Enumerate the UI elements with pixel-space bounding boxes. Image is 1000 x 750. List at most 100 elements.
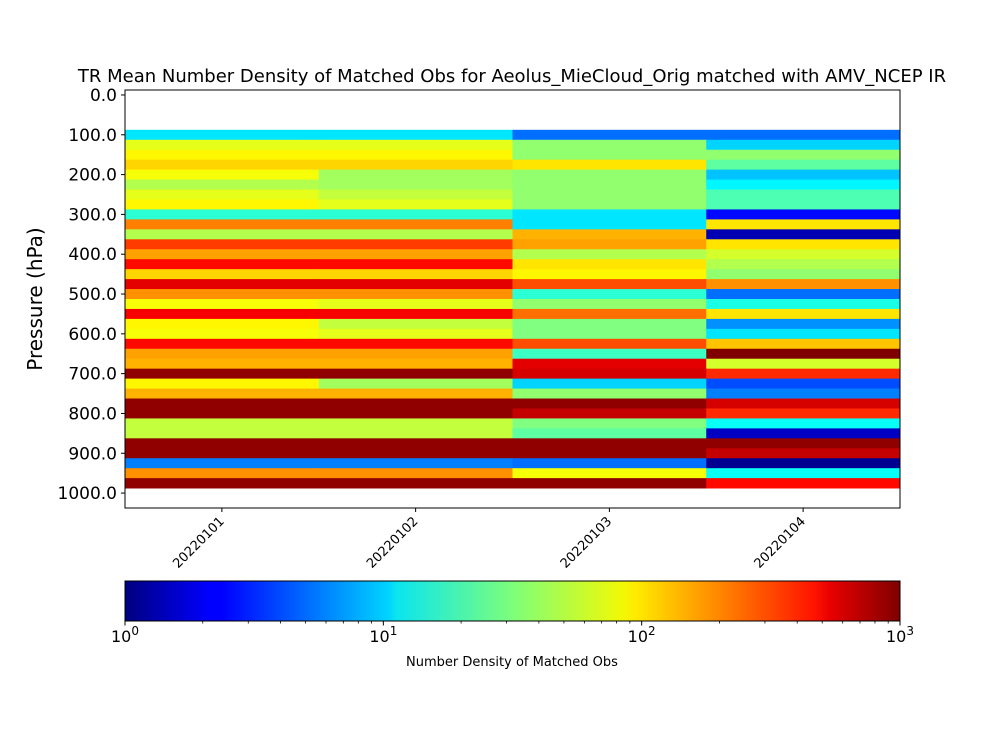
heatmap-cell [706, 428, 901, 439]
heatmap-cell [512, 418, 707, 429]
heatmap-cell [125, 249, 320, 260]
heatmap-cell [706, 478, 901, 489]
heatmap-cell [512, 229, 707, 240]
heatmap-cell [318, 209, 513, 220]
y-tick-label: 800.0 [68, 404, 117, 424]
heatmap-cell [512, 159, 707, 171]
y-tick-label: 600.0 [68, 325, 117, 345]
heatmap-cell [318, 318, 513, 330]
heatmap-cell [706, 229, 901, 240]
heatmap-cell [512, 209, 707, 220]
heatmap-cell [512, 129, 707, 141]
heatmap-cell [125, 239, 320, 250]
heatmap-cell [706, 408, 901, 419]
heatmap-cell [125, 418, 320, 429]
heatmap-cell [318, 348, 513, 360]
heatmap-cell [706, 308, 901, 320]
heatmap-cell [706, 458, 901, 469]
heatmap-cell [125, 139, 320, 151]
heatmap-cell [706, 448, 901, 459]
heatmap-cell [318, 139, 513, 151]
y-tick-label: 100.0 [68, 126, 117, 146]
heatmap-cell [125, 189, 320, 200]
heatmap-cell [125, 318, 320, 330]
heatmap-cell [706, 388, 901, 399]
heatmap-cell [318, 249, 513, 260]
heatmap-cell [318, 478, 513, 489]
heatmap-cell [512, 388, 707, 399]
y-axis-label: Pressure (hPa) [23, 227, 47, 370]
heatmap-cell [125, 368, 320, 380]
x-tick-label: 20220102 [364, 514, 421, 571]
heatmap-cell [318, 438, 513, 449]
heatmap-cell [512, 189, 707, 200]
heatmap-cell [512, 448, 707, 459]
heatmap-cell [706, 179, 901, 190]
heatmap-cell [706, 209, 901, 220]
heatmap-cell [706, 318, 901, 330]
heatmap-cell [706, 368, 901, 380]
heatmap-cell [706, 139, 901, 151]
colorbar-tick-label: 103 [886, 624, 914, 646]
heatmap-cell [512, 249, 707, 260]
heatmap-cell [125, 259, 320, 270]
heatmap-cell [318, 199, 513, 210]
y-tick-label: 700.0 [68, 365, 117, 385]
heatmap-cell [318, 368, 513, 380]
heatmap-cell [512, 338, 707, 350]
heatmap-cell [512, 239, 707, 250]
heatmap-cell [706, 169, 901, 180]
heatmap-cell [706, 269, 901, 280]
heatmap-cell [706, 219, 901, 230]
heatmap-cell [125, 199, 320, 210]
heatmap-cell [512, 458, 707, 469]
heatmap-cell [125, 179, 320, 190]
heatmap-cell [512, 219, 707, 230]
heatmap-cell [512, 358, 707, 370]
heatmap-cell [125, 468, 320, 479]
heatmap-cell [125, 408, 320, 419]
x-tick-label: 20220101 [170, 514, 227, 571]
heatmap-cell [318, 308, 513, 320]
heatmap-cell [512, 149, 707, 161]
heatmap-cell [318, 179, 513, 190]
y-tick-label: 400.0 [68, 245, 117, 265]
heatmap-cell [125, 328, 320, 340]
heatmap-cell [318, 269, 513, 280]
heatmap-cell [512, 259, 707, 270]
heatmap-cell [512, 438, 707, 449]
heatmap-cell [318, 408, 513, 419]
heatmap-cell [512, 348, 707, 360]
heatmap-cell [706, 189, 901, 200]
heatmap-cell [512, 269, 707, 280]
heatmap-cell [318, 129, 513, 141]
heatmap-cell [512, 199, 707, 210]
heatmap-cell [318, 468, 513, 479]
heatmap-cell [125, 438, 320, 449]
heatmap-cell [318, 458, 513, 469]
y-tick-label: 200.0 [68, 166, 117, 186]
heatmap-cell [318, 279, 513, 290]
heatmap-cell [125, 159, 320, 171]
heatmap-cell [318, 239, 513, 250]
heatmap-cell [125, 378, 320, 389]
heatmap-cell [318, 328, 513, 340]
heatmap-cell [125, 129, 320, 141]
heatmap-cell [125, 428, 320, 439]
x-tick-label: 20220104 [752, 514, 809, 571]
heatmap-cell [125, 458, 320, 469]
chart-title: TR Mean Number Density of Matched Obs fo… [77, 66, 946, 87]
heatmap-cell [318, 398, 513, 409]
heatmap-cell [125, 279, 320, 290]
heatmap-cell [512, 169, 707, 180]
colorbar-tick-label: 100 [111, 624, 139, 646]
heatmap-cell [125, 209, 320, 220]
heatmap-cell [512, 468, 707, 479]
heatmap-cell [125, 358, 320, 370]
heatmap-cell [125, 388, 320, 399]
heatmap-cell [318, 219, 513, 230]
heatmap-cells [125, 129, 901, 489]
heatmap-cell [125, 299, 320, 310]
y-tick-label: 900.0 [68, 444, 117, 464]
